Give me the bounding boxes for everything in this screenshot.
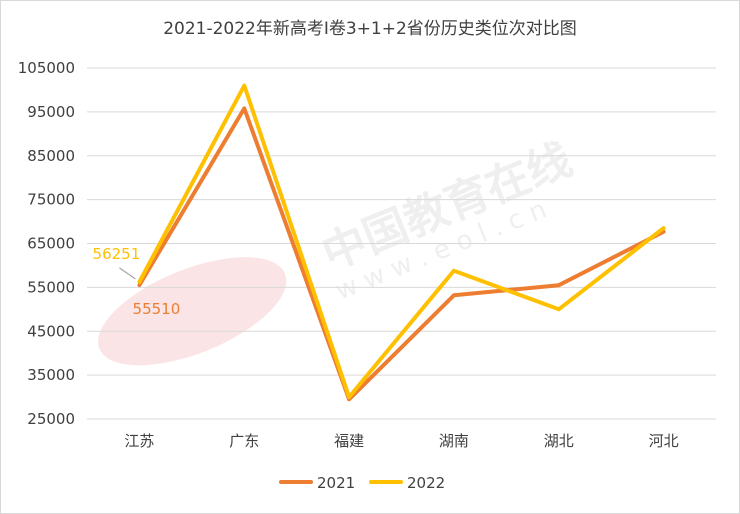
y-tick-label: 65000 [27,235,75,253]
chart-title: 2021-2022年新高考Ⅰ卷3+1+2省份历史类位次对比图 [163,19,577,39]
watermark-swoosh [98,257,287,366]
data-label: 56251 [93,245,141,263]
x-tick-label: 湖南 [439,432,469,450]
series-lines [137,83,666,402]
y-tick-label: 105000 [18,59,75,77]
y-tick-label: 95000 [27,103,75,121]
legend-label: 2021 [317,474,355,492]
legend: 2021 2022 [279,474,445,492]
y-tick-label: 55000 [27,278,75,296]
x-axis: 江苏 广东 福建 湖南 湖北 河北 [124,432,678,450]
x-tick-label: 福建 [334,432,364,450]
y-tick-label: 25000 [27,410,75,428]
data-label: 55510 [133,300,181,318]
grid [87,67,716,420]
x-tick-label: 河北 [649,432,679,450]
x-tick-label: 广东 [229,432,259,450]
leader-line [119,267,136,280]
y-tick-label: 45000 [27,322,75,340]
y-tick-label: 75000 [27,191,75,209]
series-line-2022 [137,83,666,400]
series-line-2021 [137,106,666,402]
x-tick-label: 湖北 [544,432,574,450]
data-labels: 56251 55510 [93,245,181,318]
y-tick-label: 85000 [27,147,75,165]
y-tick-label: 35000 [27,366,75,384]
y-axis: 105000 95000 85000 75000 65000 55000 45000 3500… [18,59,75,428]
legend-label: 2022 [407,474,445,492]
x-tick-label: 江苏 [124,432,154,450]
